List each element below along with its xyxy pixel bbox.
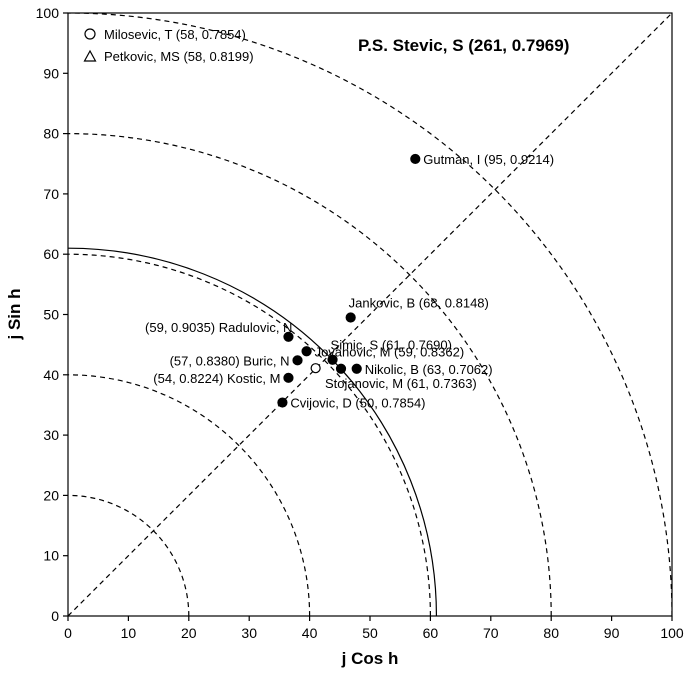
x-tick-label-90: 90 [604,625,620,641]
legend-marker-open-triangle [83,49,97,62]
data-point-labels: Gutman, I (95, 0.9214) Jankovic, B (68, 0… [145,152,554,411]
data-points [277,153,421,408]
data-point-6 [335,363,347,374]
reference-arcs [68,13,672,616]
plot-area: Gutman, I (95, 0.9214) Jankovic, B (68, 0… [67,12,673,617]
x-tick-label-10: 10 [121,625,137,641]
data-point-label-9: (54, 0.8224) Kostic, M [153,371,280,386]
x-tick-label-30: 30 [241,625,257,641]
y-tick-label-40: 40 [43,367,59,383]
y-tick-label-0: 0 [51,608,59,624]
data-point-label-7: Nikolic, B (63, 0.7062) [365,362,493,377]
data-point-label-2: (59, 0.9035) Radulovic, N [145,320,292,335]
x-tick-label-100: 100 [660,625,684,641]
data-point-9 [283,372,294,383]
reference-arc-solid [68,247,438,616]
data-point-8 [310,363,321,374]
reference-arc-dashed-40 [68,374,311,616]
data-point-1 [345,312,356,323]
y-tick-label-60: 60 [43,246,59,262]
x-tick-label-70: 70 [483,625,499,641]
reference-arc-dashed-100 [68,13,672,616]
reference-arc-dashed-80 [68,133,552,616]
x-tick-label-60: 60 [423,625,439,641]
data-point-label-1: Jankovic, B (68, 0.8148) [349,296,489,311]
data-point-10 [277,397,288,408]
chart-title: P.S. Stevic, S (261, 0.7969) [358,36,569,55]
diagonal-line [68,13,672,616]
y-tick-label-90: 90 [43,65,59,81]
y-axis-title: j Sin h [5,289,24,341]
data-point-label-4: Simic, S (61, 0.7690) [331,338,452,353]
y-tick-label-50: 50 [43,307,59,323]
data-point-0 [410,153,421,165]
reference-diagonal [68,13,672,616]
legend-label-petkovic: Petkovic, MS (58, 0.8199) [104,49,254,64]
y-tick-label-100: 100 [36,5,60,21]
legend-marker-open-circle [84,28,96,40]
x-tick-label-50: 50 [362,625,378,641]
x-tick-label-40: 40 [302,625,318,641]
data-point-7 [351,363,362,374]
legend-label-milosevic: Milosevic, T (58, 0.7854) [104,27,246,42]
reference-arc-dashed-60 [68,253,431,616]
data-point-3 [301,346,312,357]
data-point-label-6: Stojanovic, M (61, 0.7363) [325,376,477,391]
legend: Milosevic, T (58, 0.7854) Petkovic, MS (… [83,27,254,64]
data-point-label-10: Cvijovic, D (50, 0.7854) [290,396,425,411]
x-tick-label-0: 0 [64,625,72,641]
data-point-label-5: (57, 0.8380) Buric, N [170,353,290,368]
x-tick-label-80: 80 [543,625,559,641]
y-tick-label-80: 80 [43,126,59,142]
y-tick-label-30: 30 [43,427,59,443]
y-tick-label-70: 70 [43,186,59,202]
x-tick-label-20: 20 [181,625,197,641]
y-tick-label-20: 20 [43,487,59,503]
x-axis: 0 10 20 30 40 50 60 70 80 90 100 [64,616,684,641]
data-point-label-3: Jovanovic, M (59, 0.8362) [315,344,465,359]
y-tick-label-10: 10 [43,548,59,564]
data-point-5 [292,355,303,366]
x-axis-title: j Cos h [341,649,399,668]
y-axis: 0 10 20 30 40 50 60 70 80 90 100 [36,5,68,624]
data-point-2 [283,331,294,342]
data-point-label-0: Gutman, I (95, 0.9214) [423,152,554,167]
data-point-4 [327,354,338,365]
